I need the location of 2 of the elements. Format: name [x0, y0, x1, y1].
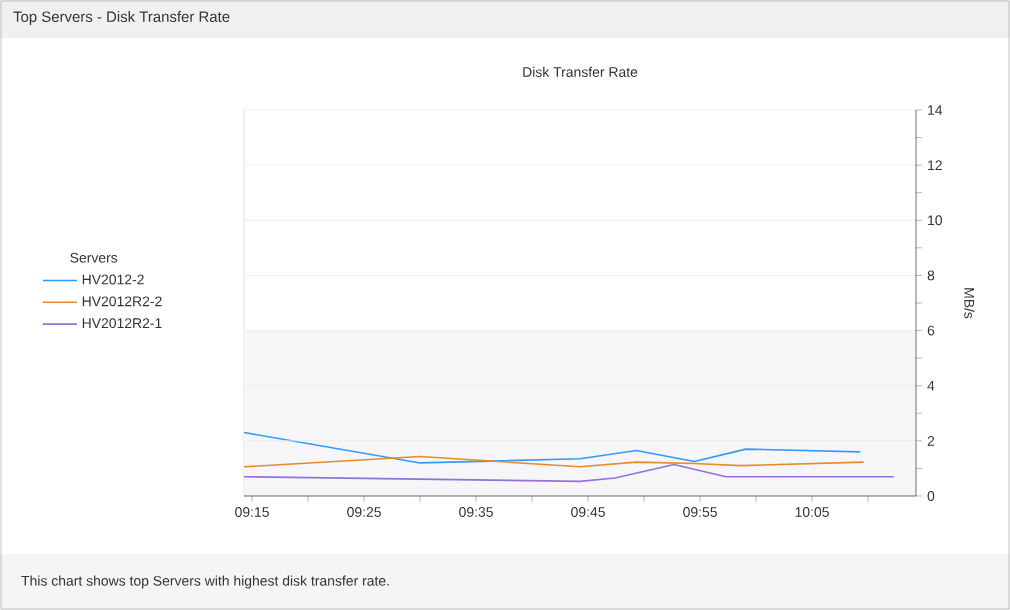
line-series [243, 431, 862, 464]
line-series [243, 463, 895, 483]
